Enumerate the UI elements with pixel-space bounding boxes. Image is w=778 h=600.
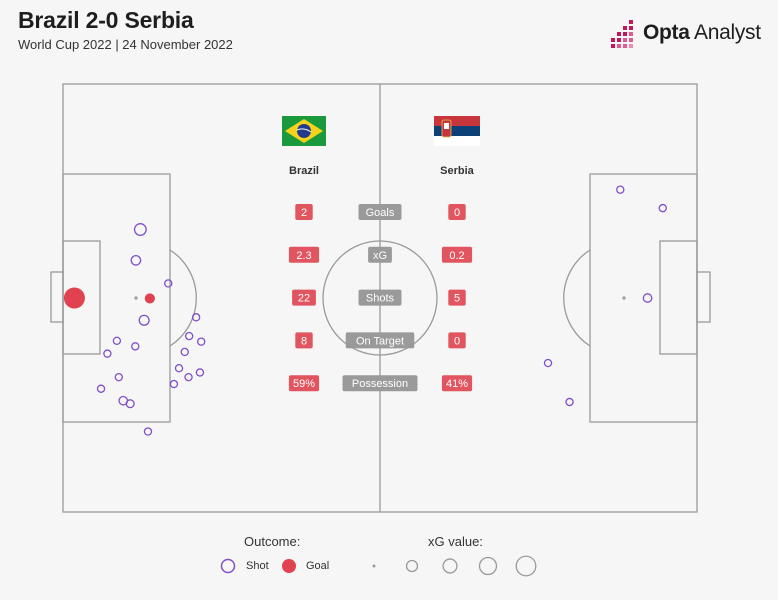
- stat-value-brazil: 2.3: [296, 250, 311, 262]
- right-six-yard-box: [659, 240, 698, 355]
- shot-marker: [616, 185, 625, 194]
- stat-value-serbia-box: [448, 204, 466, 220]
- stat-label-box: [368, 246, 392, 263]
- stat-row-possession: 59% Possession 41%: [288, 375, 473, 392]
- left-goal: [50, 271, 64, 323]
- stat-row-on-target: 8 On Target 0: [295, 332, 466, 349]
- left-penalty-spot: [134, 296, 138, 300]
- stat-value-serbia-box: [441, 375, 473, 392]
- stat-value-serbia: 5: [454, 293, 460, 305]
- xg-legend-size-marker: [515, 555, 537, 577]
- shot-marker: [125, 399, 135, 409]
- serbia-flag-icon: [434, 116, 480, 146]
- stat-row-xg: 2.3 xG 0.2: [288, 246, 473, 263]
- stat-value-serbia: 0.2: [449, 250, 464, 262]
- stat-value-serbia-box: [448, 289, 466, 306]
- stat-value-brazil: 8: [301, 335, 307, 347]
- shot-marker: [565, 397, 574, 407]
- stat-value-serbia: 0: [454, 335, 460, 347]
- brazil-flag-icon: [282, 116, 326, 146]
- xg-legend-size-marker: [405, 559, 419, 573]
- stat-value-brazil: 2: [301, 207, 307, 219]
- shot-marker: [195, 368, 205, 377]
- team-label-brazil: Brazil: [289, 165, 319, 177]
- stat-value-serbia: 0: [454, 207, 460, 219]
- stat-value-brazil-box: [288, 375, 320, 392]
- legend-goal-label: Goal: [306, 560, 330, 572]
- xg-legend-title: xG value:: [428, 534, 483, 549]
- shot-marker: [642, 293, 653, 303]
- shot-marker: [114, 372, 123, 382]
- opta-dots-icon: [611, 20, 633, 48]
- shot-marker-goal: [63, 287, 85, 309]
- shot-marker-goal: [144, 293, 155, 304]
- shot-marker: [180, 347, 189, 357]
- shot-marker: [197, 337, 206, 346]
- shot-marker: [138, 314, 150, 326]
- shot-marker: [184, 331, 194, 341]
- stats-panel: 2 Goals 0 2.3 xG 0.2 22 Shots 5 8 On Target 0 59% Pos…: [288, 204, 473, 392]
- shot-marker: [191, 313, 201, 322]
- shot-marker: [112, 336, 122, 346]
- shot-marker: [164, 279, 173, 288]
- shot-marker: [658, 203, 667, 213]
- stat-label-box: [358, 289, 402, 306]
- stat-label: Possession: [352, 378, 408, 390]
- stat-label: xG: [373, 250, 387, 262]
- shot-marker: [174, 363, 184, 373]
- brand-name: Opta Analyst: [643, 21, 761, 45]
- xg-legend-size-marker: [442, 558, 458, 574]
- shot-marker: [131, 342, 140, 351]
- xg-legend-size-marker: [478, 556, 498, 576]
- stat-value-serbia-box: [441, 246, 473, 263]
- shot-marker: [130, 254, 142, 266]
- shot-marker: [96, 384, 106, 393]
- page-subtitle: World Cup 2022 | 24 November 2022: [18, 37, 233, 52]
- center-circle: [322, 240, 438, 356]
- shot-marker: [184, 372, 193, 382]
- stat-row-goals: 2 Goals 0: [295, 204, 466, 220]
- left-penalty-arc: [169, 249, 197, 347]
- stat-row-shots: 22 Shots 5: [292, 289, 466, 306]
- stat-value-brazil-box: [295, 204, 313, 220]
- stat-label: On Target: [356, 335, 404, 347]
- stat-value-brazil: 22: [298, 293, 310, 305]
- stat-value-brazil-box: [288, 246, 320, 263]
- stat-label: Shots: [366, 293, 395, 305]
- stat-value-brazil: 59%: [293, 378, 315, 390]
- stat-value-brazil-box: [292, 289, 316, 306]
- stat-label-box: [345, 332, 415, 349]
- legend-symbols: [220, 555, 537, 577]
- stat-value-brazil-box: [295, 332, 313, 349]
- brand-name-bold: Opta: [643, 21, 690, 44]
- right-penalty-spot: [622, 296, 626, 300]
- opta-analyst-logo: Opta Analyst: [607, 18, 761, 48]
- right-penalty-arc: [563, 249, 591, 347]
- shot-marker: [103, 349, 112, 358]
- stat-label-box: [358, 204, 402, 220]
- xg-size-legend: [372, 555, 537, 577]
- legend-shot-symbol: [220, 558, 236, 574]
- page-title: Brazil 2-0 Serbia: [18, 7, 194, 33]
- shot-marker: [133, 223, 147, 236]
- xg-legend-size-marker: [372, 564, 376, 568]
- right-goal: [696, 271, 711, 323]
- stat-label: Goals: [366, 207, 395, 219]
- shot-marker: [169, 379, 179, 389]
- brand-name-rest: Analyst: [689, 21, 761, 44]
- legend-shot-label: Shot: [246, 560, 269, 572]
- shots-layer: [63, 185, 667, 436]
- team-label-serbia: Serbia: [440, 165, 475, 177]
- stat-value-serbia: 41%: [446, 378, 468, 390]
- outcome-legend-title: Outcome:: [244, 534, 301, 549]
- pitch-markings: [50, 83, 711, 513]
- shot-marker: [143, 427, 153, 436]
- shot-marker: [543, 358, 553, 368]
- legend-goal-symbol: [282, 559, 296, 573]
- stat-value-serbia-box: [448, 332, 466, 349]
- stat-label-box: [342, 375, 418, 392]
